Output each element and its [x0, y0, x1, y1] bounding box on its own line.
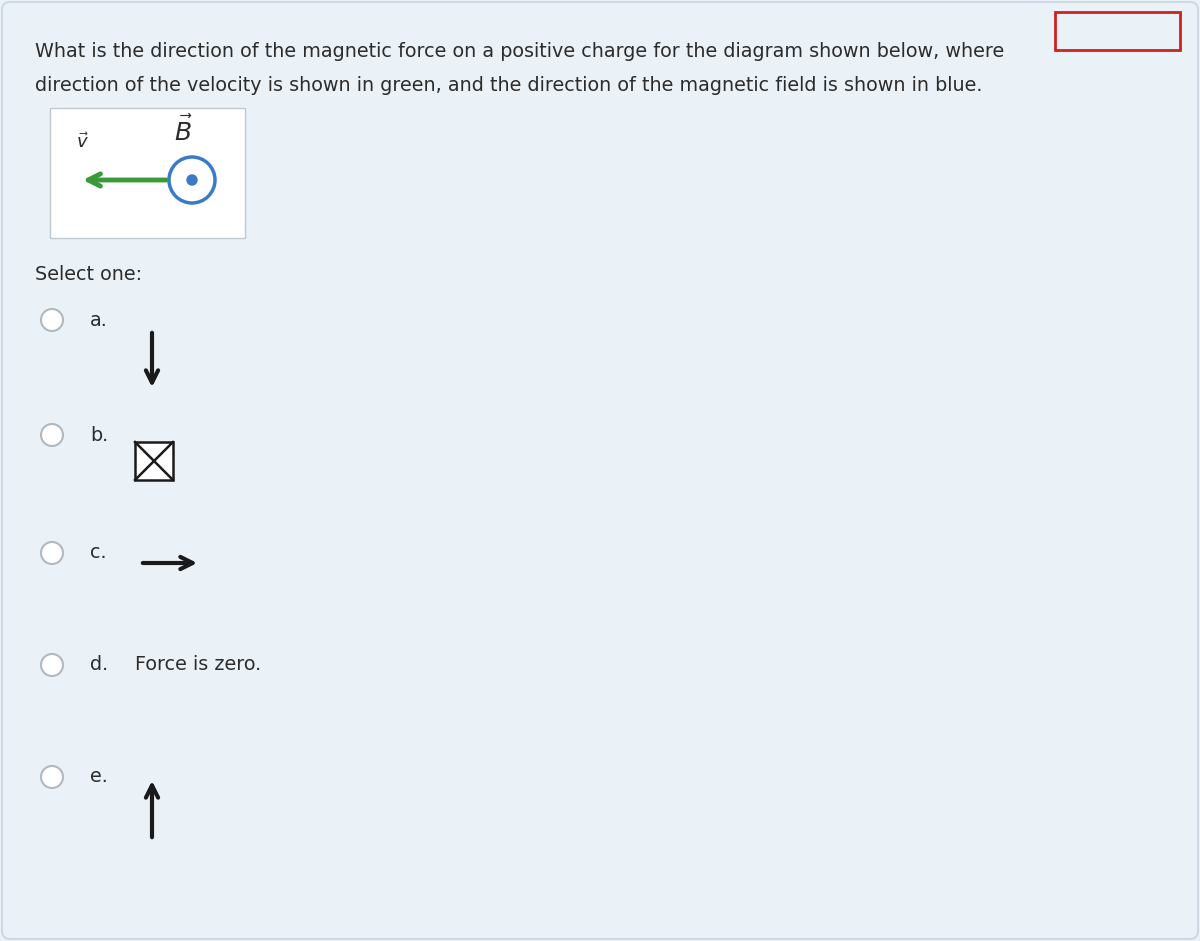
- Text: a.: a.: [90, 311, 108, 329]
- Circle shape: [169, 157, 215, 203]
- Text: Select one:: Select one:: [35, 265, 142, 284]
- Circle shape: [41, 766, 64, 788]
- Text: Force is zero.: Force is zero.: [134, 656, 262, 675]
- Circle shape: [41, 654, 64, 676]
- Text: What is the direction of the magnetic force on a positive charge for the diagram: What is the direction of the magnetic fo…: [35, 42, 1004, 61]
- Bar: [1055, 12, 1180, 50]
- Text: e.: e.: [90, 768, 108, 787]
- Circle shape: [41, 424, 64, 446]
- Bar: [134, 442, 173, 480]
- Text: $\vec{v}$: $\vec{v}$: [76, 132, 89, 152]
- Circle shape: [41, 309, 64, 331]
- Text: d.: d.: [90, 656, 108, 675]
- Text: $\vec{B}$: $\vec{B}$: [174, 116, 192, 146]
- Circle shape: [187, 175, 197, 185]
- Text: direction of the velocity is shown in green, and the direction of the magnetic f: direction of the velocity is shown in gr…: [35, 76, 983, 95]
- Text: c.: c.: [90, 544, 107, 563]
- Circle shape: [41, 542, 64, 564]
- Bar: [50, 108, 245, 238]
- Text: b.: b.: [90, 425, 108, 444]
